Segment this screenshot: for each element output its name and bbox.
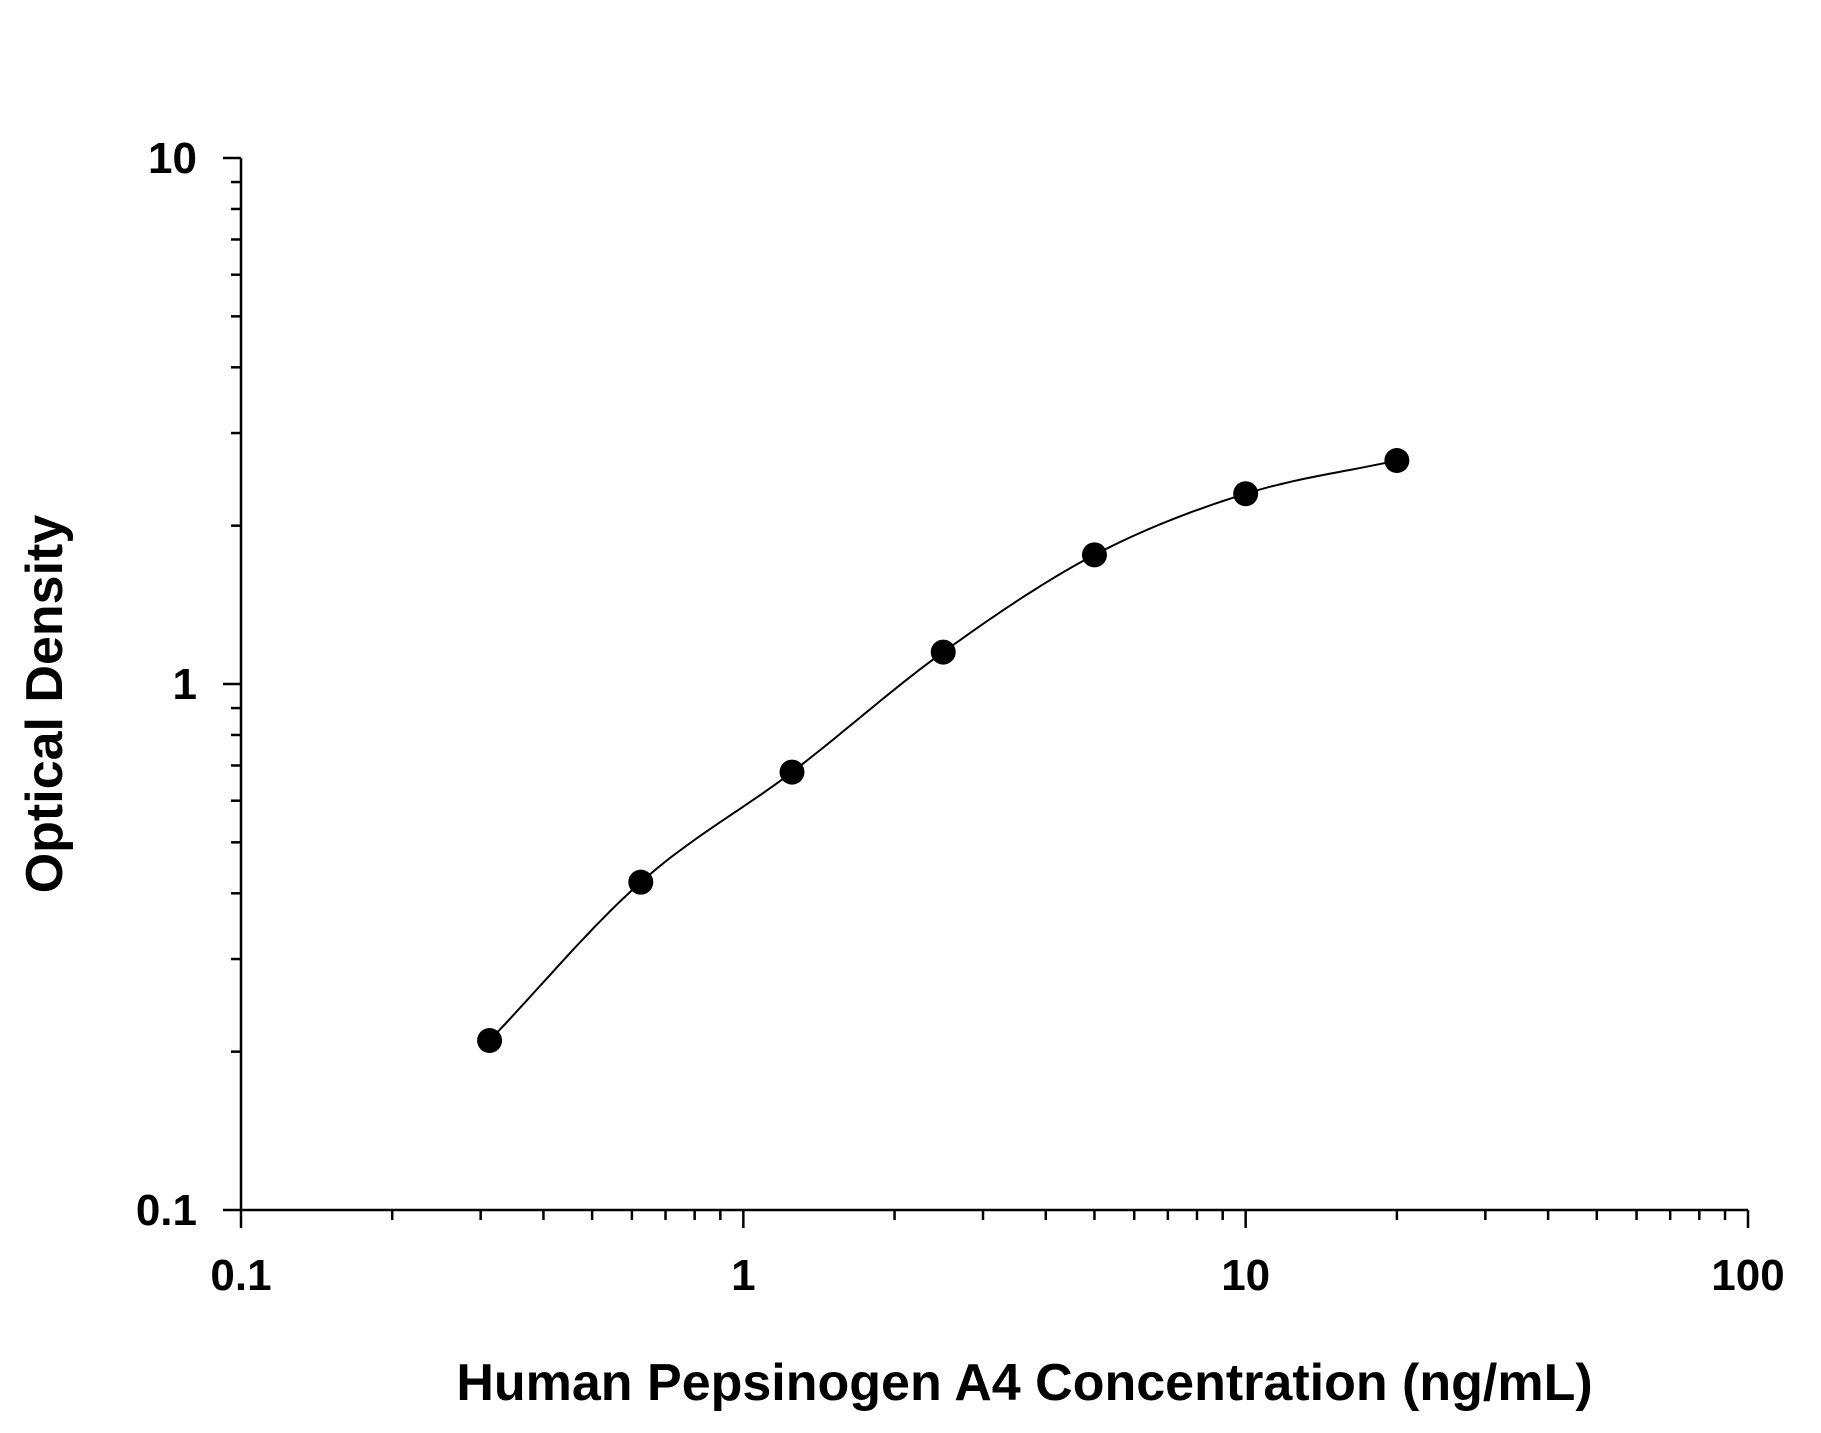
y-axis-tick-labels: 0.1 1 10 — [136, 134, 197, 1235]
data-point — [1081, 542, 1107, 568]
x-tick-label: 0.1 — [210, 1251, 271, 1300]
data-point — [1233, 481, 1259, 507]
y-tick-label: 10 — [148, 134, 197, 183]
x-axis-ticks — [239, 1210, 1750, 1228]
axes: 0.1 1 10 100 0.1 1 10 — [136, 134, 1785, 1300]
x-tick-label: 100 — [1711, 1251, 1784, 1300]
data-point — [1384, 448, 1410, 474]
data-point — [628, 869, 654, 895]
x-axis-title: Human Pepsinogen A4 Concentration (ng/mL… — [456, 1354, 1592, 1412]
data-point — [930, 639, 956, 665]
y-axis-title: Optical Density — [16, 515, 74, 894]
y-tick-label: 1 — [173, 660, 197, 709]
fit-curve — [488, 459, 1398, 1042]
data-point — [779, 759, 805, 785]
x-axis-tick-labels: 0.1 1 10 100 — [210, 1251, 1784, 1300]
data-point — [477, 1028, 503, 1054]
y-tick-label: 0.1 — [136, 1186, 197, 1235]
x-tick-label: 10 — [1221, 1251, 1270, 1300]
x-tick-label: 1 — [731, 1251, 755, 1300]
y-axis-ticks — [223, 156, 241, 1212]
data-points — [477, 448, 1410, 1054]
